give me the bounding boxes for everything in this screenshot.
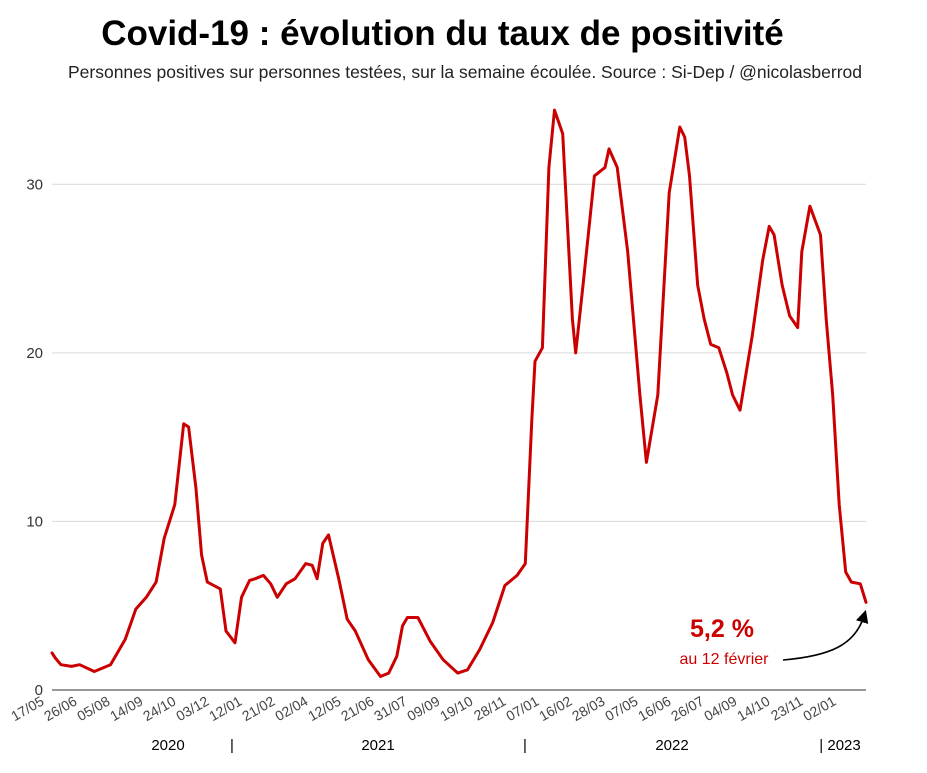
x-tick-label: 19/10 bbox=[437, 693, 476, 724]
series-line-positivity bbox=[50, 108, 868, 678]
x-tick-label: 12/01 bbox=[206, 693, 245, 724]
x-tick-label: 16/06 bbox=[635, 693, 674, 724]
year-label: | 2023 bbox=[819, 737, 860, 754]
x-tick-label: 07/01 bbox=[503, 693, 542, 724]
x-tick-label: 26/06 bbox=[41, 693, 80, 724]
year-label: 2020 bbox=[151, 737, 184, 754]
x-tick-label: 16/02 bbox=[536, 693, 575, 724]
x-tick-label: 12/05 bbox=[305, 693, 344, 724]
year-label: 2021 bbox=[361, 737, 394, 754]
year-label: 2022 bbox=[655, 737, 688, 754]
year-label: | bbox=[230, 737, 234, 754]
x-tick-label: 02/04 bbox=[272, 693, 311, 724]
x-tick-label: 17/05 bbox=[8, 693, 47, 724]
x-tick-label: 14/09 bbox=[107, 693, 146, 724]
x-tick-label: 24/10 bbox=[140, 693, 179, 724]
annotation-arrow bbox=[782, 609, 869, 661]
x-tick-label: 31/07 bbox=[371, 693, 410, 724]
y-axis: 0 10 20 30 bbox=[26, 176, 43, 699]
year-label: | bbox=[523, 737, 527, 754]
x-tick-label: 09/09 bbox=[404, 693, 443, 724]
year-labels: 2020 | 2021 | 2022 | 2023 bbox=[151, 737, 860, 754]
x-tick-label: 04/09 bbox=[701, 693, 740, 724]
x-tick-label: 07/05 bbox=[602, 693, 641, 724]
gridlines bbox=[52, 183, 866, 522]
x-tick-label: 28/03 bbox=[569, 693, 608, 724]
chart-subtitle: Personnes positives sur personnes testée… bbox=[67, 62, 862, 82]
x-tick-label: 03/12 bbox=[173, 693, 212, 724]
y-tick-label: 30 bbox=[26, 176, 43, 193]
x-tick-label: 14/10 bbox=[734, 693, 773, 724]
x-tick-label: 21/06 bbox=[338, 693, 377, 724]
x-tick-label: 23/11 bbox=[768, 693, 806, 724]
x-tick-label: 05/08 bbox=[74, 693, 113, 724]
x-tick-label: 28/11 bbox=[471, 693, 509, 724]
y-tick-label: 0 bbox=[35, 682, 43, 699]
annotation-text: au 12 février bbox=[680, 651, 770, 668]
x-tick-label: 26/07 bbox=[668, 693, 707, 724]
chart-title: Covid-19 : évolution du taux de positivi… bbox=[101, 14, 784, 53]
annotation-value: 5,2 % bbox=[690, 615, 754, 643]
x-axis: 17/0526/0605/0814/0924/1003/1212/0121/02… bbox=[8, 693, 839, 724]
x-tick-label: 02/01 bbox=[800, 693, 839, 724]
y-tick-label: 10 bbox=[26, 513, 43, 530]
x-tick-label: 21/02 bbox=[239, 693, 278, 724]
y-tick-label: 20 bbox=[26, 345, 43, 362]
